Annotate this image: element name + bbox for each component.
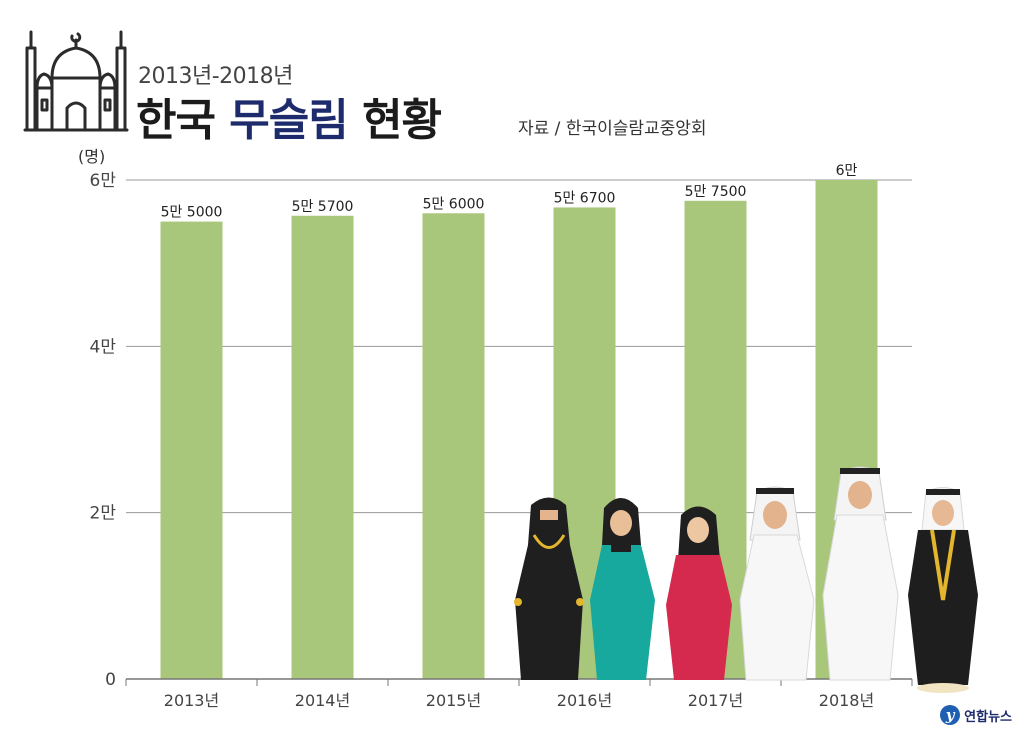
title-part1: 한국 bbox=[136, 95, 216, 146]
y-tick-label: 0 bbox=[105, 670, 116, 690]
bar bbox=[422, 213, 485, 679]
value-label: 6만 bbox=[836, 163, 858, 179]
x-tick-label: 2016년 bbox=[557, 691, 612, 710]
title-part2: 현황 bbox=[362, 95, 442, 146]
muslim-people-illustration bbox=[514, 466, 978, 693]
person-4 bbox=[739, 486, 815, 681]
x-tick-label: 2018년 bbox=[819, 691, 874, 710]
yonhap-logo-text: 연합뉴스 bbox=[964, 709, 1012, 725]
value-label: 5만 6000 bbox=[423, 196, 485, 212]
value-label: 5만 7500 bbox=[685, 184, 747, 200]
value-label: 5만 5700 bbox=[292, 199, 354, 215]
value-label: 5만 5000 bbox=[161, 205, 223, 221]
title-accent: 무슬림 bbox=[229, 95, 348, 146]
bar bbox=[160, 221, 223, 680]
value-label: 5만 6700 bbox=[554, 190, 616, 206]
header: 2013년-2018년 한국 무슬림 현황 자료 / 한국이슬람교중앙회 bbox=[22, 26, 782, 146]
mosque-icon bbox=[23, 30, 129, 132]
person-1 bbox=[514, 497, 584, 680]
person-6 bbox=[908, 487, 978, 693]
y-tick-label: 4만 bbox=[90, 337, 117, 357]
x-tick-label: 2017년 bbox=[688, 691, 743, 710]
yonhap-logo-icon: y bbox=[940, 705, 961, 725]
y-tick-label: 6만 bbox=[90, 171, 117, 191]
x-tick-label: 2014년 bbox=[295, 691, 350, 710]
source-label: 자료 / 한국이슬람교중앙회 bbox=[518, 119, 707, 139]
page-title: 한국 무슬림 현황 bbox=[136, 84, 442, 148]
person-3 bbox=[666, 506, 732, 680]
x-tick-label: 2013년 bbox=[164, 691, 219, 710]
yonhap-logo: y 연합뉴스 bbox=[940, 705, 1012, 725]
period-label: 2013년-2018년 bbox=[138, 64, 293, 89]
y-axis-label: (명) bbox=[78, 147, 105, 166]
bar bbox=[291, 215, 354, 680]
person-2 bbox=[590, 498, 655, 680]
y-tick-label: 2만 bbox=[90, 504, 117, 524]
x-tick-label: 2015년 bbox=[426, 691, 481, 710]
person-5 bbox=[822, 466, 899, 681]
